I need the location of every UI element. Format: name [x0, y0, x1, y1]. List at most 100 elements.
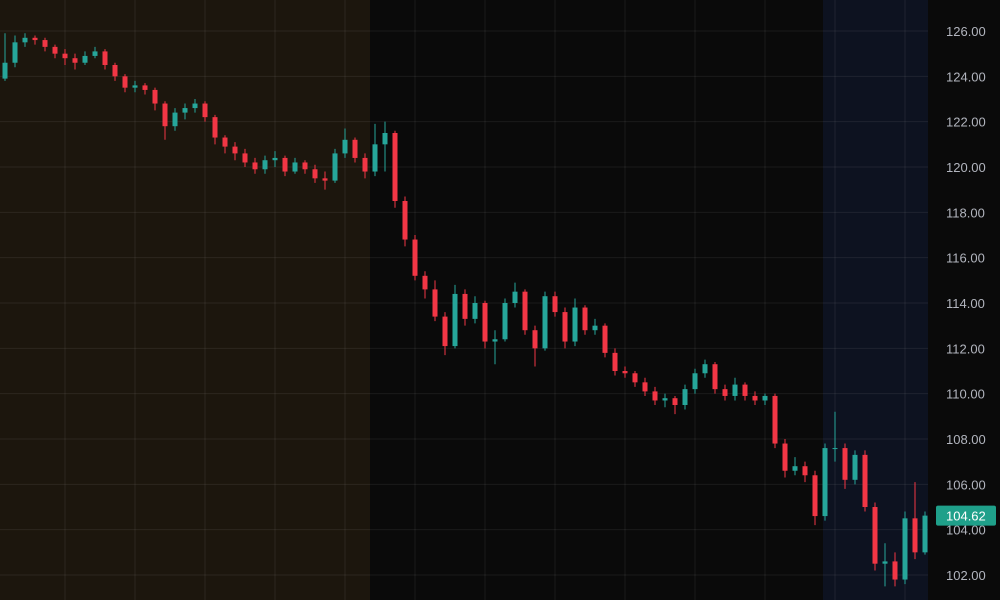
candle-body — [762, 395, 768, 401]
candle-body — [632, 373, 638, 383]
pre-market-session-shade — [0, 0, 370, 600]
candle-body — [282, 157, 288, 172]
candle-body — [252, 162, 258, 170]
candle-body — [772, 395, 778, 444]
y-tick-label: 102.00 — [946, 568, 986, 583]
candle-body — [202, 103, 208, 118]
candle-body — [142, 85, 148, 90]
candle-body — [692, 373, 698, 390]
last-price-label: 104.62 — [946, 509, 986, 524]
candle-body — [422, 275, 428, 290]
y-tick-label: 124.00 — [946, 69, 986, 84]
candle-body — [602, 325, 608, 353]
candle-body — [502, 303, 508, 340]
candle-body — [242, 153, 248, 163]
candle-body — [842, 448, 848, 480]
candle-body — [12, 42, 18, 63]
candle-body — [642, 382, 648, 392]
y-tick-label: 116.00 — [946, 251, 985, 266]
candle-body — [582, 307, 588, 331]
candle-body — [612, 352, 618, 372]
candle-body — [152, 89, 158, 104]
candle-body — [742, 384, 748, 396]
candle-body — [32, 37, 38, 41]
candle-body — [442, 316, 448, 347]
candle-body — [412, 239, 418, 276]
candle-body — [702, 364, 708, 374]
candle-body — [552, 296, 558, 313]
candle-body — [792, 466, 798, 471]
last-price-badge — [936, 505, 996, 526]
candle-body — [732, 384, 738, 396]
candle-body — [822, 448, 828, 517]
candle-body — [722, 389, 728, 396]
candle-body — [522, 291, 528, 331]
y-tick-label: 112.00 — [946, 341, 985, 356]
candle-body — [812, 475, 818, 517]
candle-body — [312, 169, 318, 179]
candle-body — [492, 339, 498, 342]
candle-body — [382, 133, 388, 145]
candle-body — [2, 62, 8, 79]
y-tick-label: 126.00 — [946, 24, 986, 39]
candle-body — [712, 364, 718, 390]
candle-body — [482, 303, 488, 342]
candle-body — [212, 117, 218, 138]
candle-body — [652, 391, 658, 401]
candle-body — [22, 37, 28, 43]
candle-body — [92, 51, 98, 56]
candle-body — [622, 371, 628, 374]
candle-body — [162, 103, 168, 127]
y-tick-label: 110.00 — [946, 387, 985, 402]
candle-body — [922, 515, 928, 553]
candle-body — [392, 133, 398, 202]
y-tick-label: 118.00 — [946, 205, 985, 220]
candle-body — [372, 144, 378, 172]
candle-body — [752, 395, 758, 401]
candle-body — [562, 312, 568, 342]
candle-body — [782, 443, 788, 471]
candle-body — [892, 561, 898, 580]
candle-body — [172, 112, 178, 127]
candle-body — [512, 291, 518, 304]
post-market-session-shade — [823, 0, 928, 600]
candle-body — [192, 103, 198, 109]
candle-body — [872, 507, 878, 564]
candle-body — [362, 157, 368, 172]
candle-body — [132, 85, 138, 88]
candle-body — [592, 325, 598, 331]
candle-body — [432, 289, 438, 317]
y-tick-label: 104.00 — [946, 523, 986, 538]
candle-body — [52, 46, 58, 54]
candle-body — [682, 389, 688, 406]
candle-body — [672, 398, 678, 406]
candle-body — [232, 146, 238, 154]
candle-body — [882, 561, 888, 564]
y-tick-label: 114.00 — [946, 296, 985, 311]
candle-body — [272, 157, 278, 161]
candle-body — [262, 160, 268, 170]
candle-body — [42, 40, 48, 47]
candle-body — [82, 55, 88, 63]
candle-body — [62, 53, 68, 59]
candle-body — [472, 303, 478, 319]
candle-body — [802, 466, 808, 476]
candle-body — [222, 137, 228, 147]
candle-body — [292, 162, 298, 172]
candle-body — [352, 139, 358, 158]
y-tick-label: 120.00 — [946, 160, 986, 175]
candle-body — [322, 178, 328, 181]
candle-body — [862, 454, 868, 508]
candle-body — [542, 296, 548, 349]
candle-body — [102, 51, 108, 66]
candle-body — [122, 76, 128, 88]
candle-body — [332, 153, 338, 181]
y-tick-label: 106.00 — [946, 477, 986, 492]
candle-body — [572, 307, 578, 342]
candle-body — [402, 201, 408, 240]
candle-body — [112, 65, 118, 77]
candle-body — [342, 139, 348, 154]
candle-body — [832, 448, 838, 450]
candle-body — [462, 293, 468, 319]
candle-body — [182, 108, 188, 113]
